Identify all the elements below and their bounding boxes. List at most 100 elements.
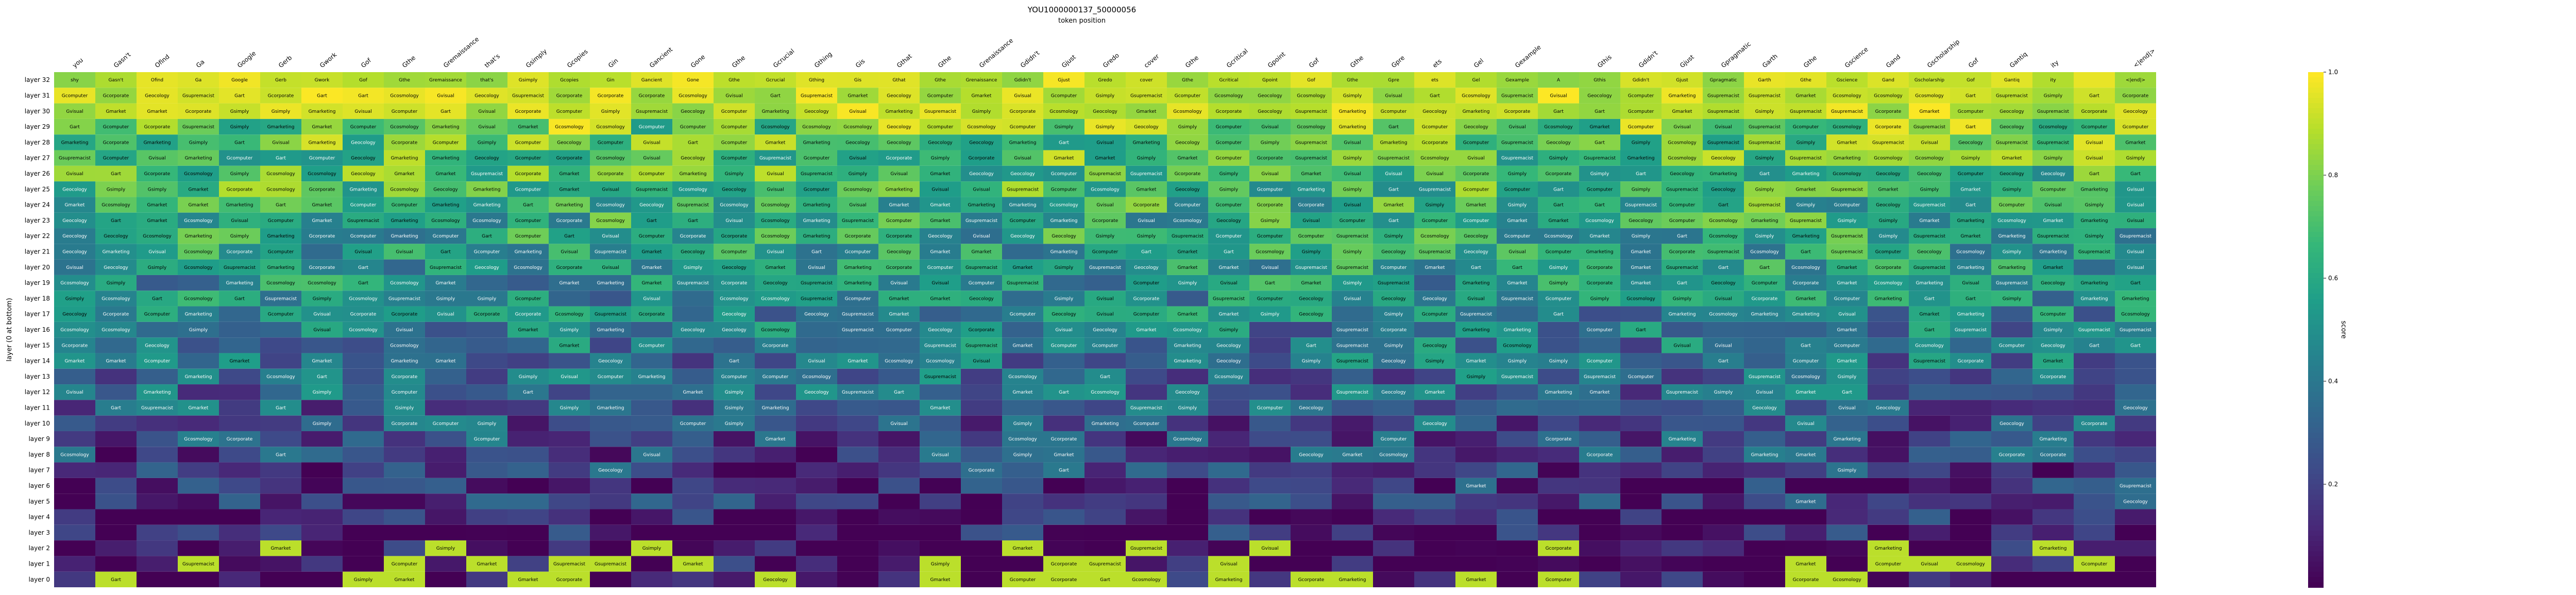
- cell-label: Gart: [1471, 265, 1481, 270]
- cell-label: Gmarketing: [309, 140, 336, 145]
- cell-label: Gsimply: [1302, 249, 1321, 254]
- heatmap-cell: [260, 197, 301, 213]
- heatmap-cell: [631, 462, 672, 478]
- cell-label: Gcosmology: [1833, 172, 1861, 177]
- heatmap-cell: [1002, 400, 1043, 416]
- heatmap-cell: [1249, 494, 1291, 509]
- heatmap-cell: [1414, 478, 1455, 494]
- cell-label: Gcosmology: [349, 296, 378, 301]
- heatmap-cell: [1291, 118, 1332, 135]
- heatmap-cell: [54, 212, 95, 229]
- heatmap-cell: [260, 494, 301, 509]
- heatmap-cell: [837, 353, 878, 369]
- colorbar-segment: [2308, 170, 2324, 176]
- heatmap-cell: [1785, 150, 1826, 166]
- heatmap-cell: [1538, 462, 1579, 478]
- heatmap-cell: [1744, 337, 1785, 353]
- heatmap-cell: [1662, 368, 1703, 385]
- cell-label: Geocology: [1093, 328, 1117, 333]
- cell-label: Gcosmology: [390, 93, 419, 98]
- heatmap-cell: [1662, 556, 1703, 572]
- heatmap-cell: [1126, 103, 1167, 119]
- heatmap-cell: [1662, 540, 1703, 556]
- heatmap-cell: [507, 118, 549, 135]
- heatmap-cell: [1909, 400, 1950, 416]
- cell-label: Gcorporate: [556, 577, 583, 583]
- cell-label: Gcorporate: [1546, 437, 1572, 442]
- cell-label: Gcosmology: [761, 234, 790, 239]
- cell-label: Gmarket: [1013, 265, 1033, 270]
- heatmap-cell: [1868, 462, 1909, 478]
- cell-label: Gmarketing: [1792, 172, 1820, 177]
- heatmap-cell: [384, 415, 425, 431]
- heatmap-cell: [1249, 197, 1291, 213]
- cell-label: Gsimply: [1013, 452, 1032, 457]
- heatmap-cell: [178, 306, 219, 322]
- cell-label: Gmarket: [106, 109, 126, 114]
- heatmap-cell: [54, 197, 95, 213]
- heatmap-cell: [1208, 494, 1249, 509]
- heatmap-cell: [590, 524, 631, 541]
- heatmap-cell: [219, 431, 260, 447]
- heatmap-cell: [466, 165, 507, 182]
- heatmap-cell: [1991, 509, 2032, 525]
- heatmap-cell: [920, 337, 961, 353]
- heatmap-cell: [2032, 150, 2074, 166]
- heatmap-cell: [343, 228, 384, 244]
- cell-label: Gcomputer: [927, 265, 954, 270]
- cell-label: Gcomputer: [1381, 265, 1407, 270]
- cell-label: Gsupremacist: [2037, 140, 2070, 145]
- heatmap-cell: [631, 212, 672, 229]
- cell-label: Gsupremacist: [1831, 249, 1863, 254]
- cell-label: Gcosmology: [1297, 125, 1326, 130]
- cell-label: Gcorporate: [1504, 109, 1531, 114]
- cell-label: Gsupremacist: [801, 172, 833, 177]
- heatmap-cell: [425, 384, 466, 400]
- cell-label: Gjust: [1676, 78, 1688, 83]
- heatmap-cell: [837, 556, 878, 572]
- cell-label: Gcomputer: [392, 109, 418, 114]
- cell-label: Geocology: [104, 234, 128, 239]
- heatmap-cell: [425, 353, 466, 369]
- cell-label: Gart: [2089, 93, 2099, 98]
- cell-label: Gcomputer: [1133, 281, 1160, 286]
- heatmap-cell: [1084, 103, 1126, 119]
- heatmap-cell: [1868, 509, 1909, 525]
- heatmap-cell: [1868, 72, 1909, 88]
- heatmap-cell: [1414, 462, 1455, 478]
- cell-label: Gcorporate: [598, 172, 624, 177]
- heatmap-cell: [796, 212, 837, 229]
- colorbar-segment: [2308, 247, 2324, 253]
- heatmap-cell: [1332, 88, 1373, 104]
- heatmap-cell: [1455, 540, 1497, 556]
- cell-label: Gvisual: [1261, 265, 1278, 270]
- heatmap-cell: [1991, 556, 2032, 572]
- heatmap-cell: [2115, 431, 2156, 447]
- cell-label: Gcosmology: [390, 281, 419, 286]
- heatmap-cell: [2074, 337, 2115, 353]
- cell-label: Gmarket: [1301, 281, 1321, 286]
- cell-label: Gmarket: [1137, 109, 1157, 114]
- heatmap-cell: [1662, 118, 1703, 135]
- heatmap-cell: [343, 118, 384, 135]
- heatmap-cell: [1043, 556, 1084, 572]
- heatmap-cell: [1455, 509, 1497, 525]
- heatmap-cell: [1455, 337, 1497, 353]
- heatmap-cell: [1991, 181, 2032, 197]
- heatmap-cell: [1167, 384, 1208, 400]
- heatmap-cell: [95, 181, 137, 197]
- heatmap-cell: [1373, 478, 1414, 494]
- heatmap-cell: [219, 306, 260, 322]
- heatmap-cell: [137, 353, 178, 369]
- cell-label: Gcomputer: [1422, 312, 1448, 317]
- cell-label: Gmarket: [1878, 187, 1899, 192]
- cell-label: Gcorporate: [309, 234, 335, 239]
- colorbar-segment: [2308, 458, 2324, 464]
- cell-label: Gmarket: [1507, 218, 1528, 224]
- cell-label: Geocology: [1175, 140, 1200, 145]
- heatmap-cell: [1167, 462, 1208, 478]
- cell-label: Gsimply: [1055, 265, 1074, 270]
- heatmap-cell: [1785, 212, 1826, 229]
- cell-label: Gmarket: [312, 203, 332, 208]
- heatmap-cell: [178, 571, 219, 587]
